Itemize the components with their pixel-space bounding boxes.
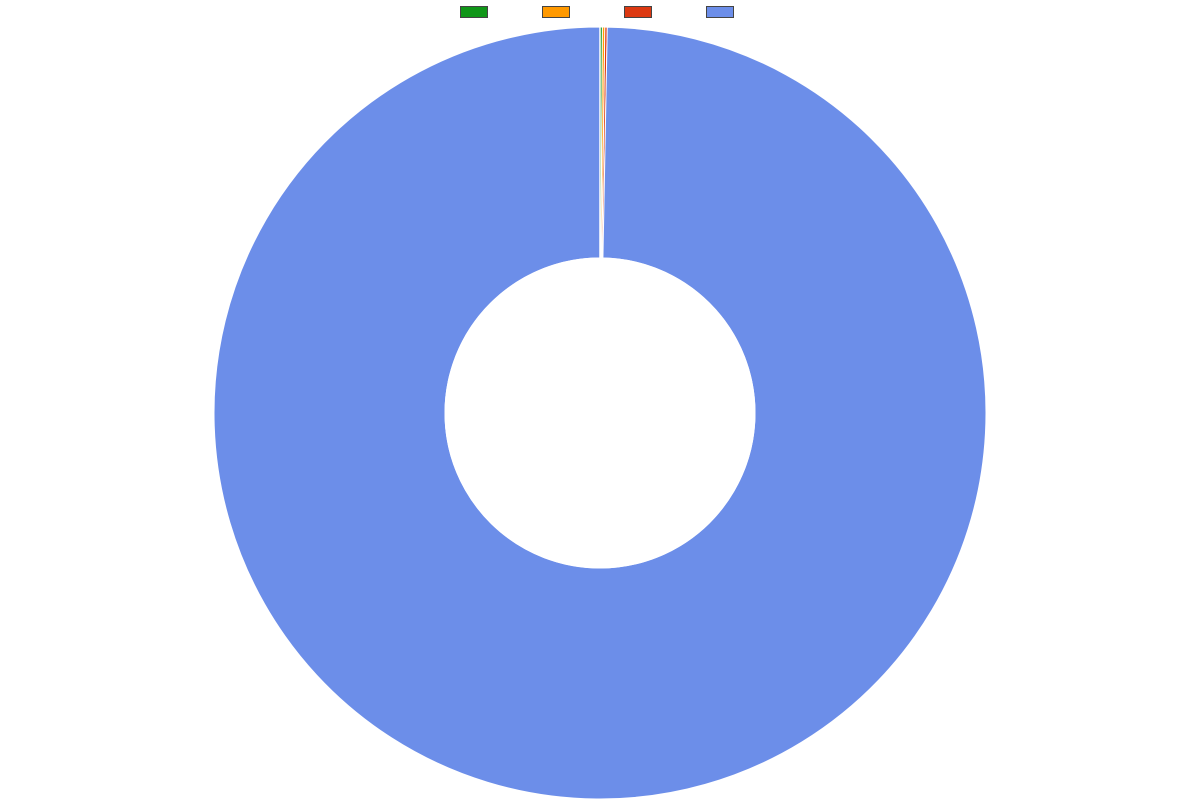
legend-item [542, 6, 576, 18]
donut-chart [212, 25, 988, 800]
legend-swatch [706, 6, 734, 18]
chart-legend [460, 6, 740, 18]
legend-item [460, 6, 494, 18]
legend-swatch [624, 6, 652, 18]
legend-item [706, 6, 740, 18]
legend-swatch [460, 6, 488, 18]
donut-hole [445, 258, 755, 568]
legend-swatch [542, 6, 570, 18]
donut-chart-container [212, 25, 988, 800]
legend-item [624, 6, 658, 18]
